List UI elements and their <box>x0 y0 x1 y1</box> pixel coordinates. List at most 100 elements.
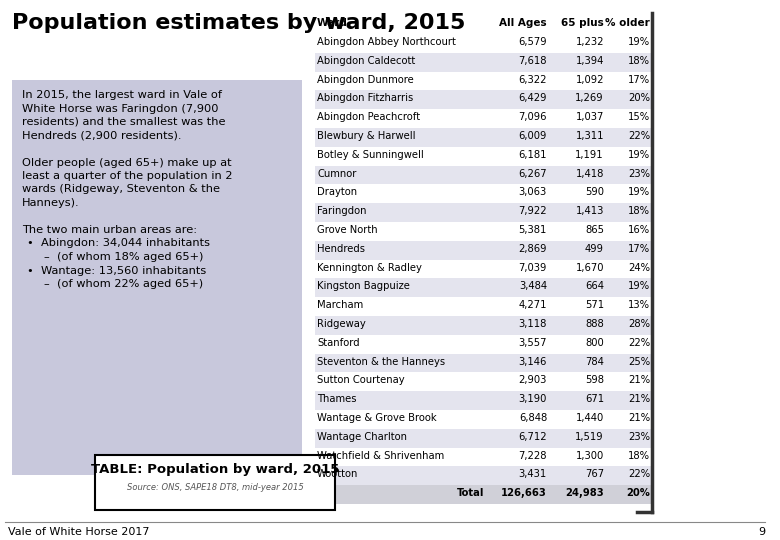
Text: 1,037: 1,037 <box>576 112 604 122</box>
Text: 1,232: 1,232 <box>576 37 604 47</box>
Text: 6,429: 6,429 <box>519 93 547 103</box>
Text: 1,394: 1,394 <box>576 56 604 66</box>
Text: 6,579: 6,579 <box>519 37 547 47</box>
Text: 3,146: 3,146 <box>519 356 547 367</box>
Text: 3,484: 3,484 <box>519 281 547 292</box>
Text: In 2015, the largest ward in Vale of: In 2015, the largest ward in Vale of <box>22 90 222 100</box>
Text: wards (Ridgeway, Steventon & the: wards (Ridgeway, Steventon & the <box>22 185 220 194</box>
Text: 25%: 25% <box>628 356 650 367</box>
Text: 1,519: 1,519 <box>576 432 604 442</box>
Text: •  Abingdon: 34,044 inhabitants: • Abingdon: 34,044 inhabitants <box>27 239 210 248</box>
Text: least a quarter of the population in 2: least a quarter of the population in 2 <box>22 171 232 181</box>
Text: 1,311: 1,311 <box>576 131 604 141</box>
Text: Ridgeway: Ridgeway <box>317 319 366 329</box>
FancyBboxPatch shape <box>315 53 652 72</box>
Text: Cumnor: Cumnor <box>317 168 356 179</box>
Text: Kennington & Radley: Kennington & Radley <box>317 262 422 273</box>
Text: 7,922: 7,922 <box>519 206 547 216</box>
Text: Grove North: Grove North <box>317 225 378 235</box>
Text: 18%: 18% <box>628 206 650 216</box>
FancyBboxPatch shape <box>315 241 652 260</box>
Text: White Horse was Faringdon (7,900: White Horse was Faringdon (7,900 <box>22 104 218 113</box>
Text: % older: % older <box>605 18 650 28</box>
Text: Abingdon Abbey Northcourt: Abingdon Abbey Northcourt <box>317 37 456 47</box>
Text: 671: 671 <box>585 394 604 404</box>
Text: Abingdon Caldecott: Abingdon Caldecott <box>317 56 415 66</box>
Text: 23%: 23% <box>628 432 650 442</box>
Text: Faringdon: Faringdon <box>317 206 367 216</box>
Text: 17%: 17% <box>628 75 650 85</box>
Text: 17%: 17% <box>628 244 650 254</box>
Text: Wantage Charlton: Wantage Charlton <box>317 432 407 442</box>
Text: 24%: 24% <box>628 262 650 273</box>
Text: Total: Total <box>456 488 484 498</box>
Text: 18%: 18% <box>628 450 650 461</box>
FancyBboxPatch shape <box>315 410 652 429</box>
Text: Source: ONS, SAPE18 DT8, mid-year 2015: Source: ONS, SAPE18 DT8, mid-year 2015 <box>126 483 303 492</box>
Text: 7,618: 7,618 <box>519 56 547 66</box>
FancyBboxPatch shape <box>315 147 652 166</box>
FancyBboxPatch shape <box>315 373 652 391</box>
Text: 800: 800 <box>585 338 604 348</box>
Text: 20%: 20% <box>628 93 650 103</box>
Text: 19%: 19% <box>628 37 650 47</box>
Text: residents) and the smallest was the: residents) and the smallest was the <box>22 117 225 127</box>
FancyBboxPatch shape <box>315 166 652 184</box>
FancyBboxPatch shape <box>315 448 652 467</box>
FancyBboxPatch shape <box>315 260 652 279</box>
Text: 6,322: 6,322 <box>519 75 547 85</box>
FancyBboxPatch shape <box>315 354 652 373</box>
Text: •  Wantage: 13,560 inhabitants: • Wantage: 13,560 inhabitants <box>27 266 206 275</box>
Text: 20%: 20% <box>626 488 650 498</box>
Text: TABLE: Population by ward, 2015: TABLE: Population by ward, 2015 <box>90 463 339 476</box>
Text: 1,269: 1,269 <box>576 93 604 103</box>
Text: 7,096: 7,096 <box>519 112 547 122</box>
Text: 3,190: 3,190 <box>519 394 547 404</box>
Text: 1,300: 1,300 <box>576 450 604 461</box>
Text: 590: 590 <box>585 187 604 198</box>
FancyBboxPatch shape <box>315 467 652 485</box>
Text: 6,267: 6,267 <box>519 168 547 179</box>
FancyBboxPatch shape <box>315 184 652 203</box>
Text: Ward: Ward <box>317 18 348 28</box>
Text: 5,381: 5,381 <box>519 225 547 235</box>
Text: Hendreds (2,900 residents).: Hendreds (2,900 residents). <box>22 131 182 140</box>
Text: 22%: 22% <box>628 338 650 348</box>
FancyBboxPatch shape <box>95 455 335 510</box>
Text: 22%: 22% <box>628 469 650 480</box>
Text: 6,848: 6,848 <box>519 413 547 423</box>
Text: Abingdon Fitzharris: Abingdon Fitzharris <box>317 93 413 103</box>
Text: 2,869: 2,869 <box>519 244 547 254</box>
Text: Population estimates by ward, 2015: Population estimates by ward, 2015 <box>12 13 466 33</box>
Text: 16%: 16% <box>628 225 650 235</box>
Text: 1,440: 1,440 <box>576 413 604 423</box>
Text: 9: 9 <box>758 527 765 537</box>
Text: Older people (aged 65+) make up at: Older people (aged 65+) make up at <box>22 158 232 167</box>
Text: 13%: 13% <box>628 300 650 310</box>
Text: Wantage & Grove Brook: Wantage & Grove Brook <box>317 413 437 423</box>
Text: 28%: 28% <box>628 319 650 329</box>
Text: 19%: 19% <box>628 187 650 198</box>
FancyBboxPatch shape <box>315 109 652 128</box>
Text: 3,118: 3,118 <box>519 319 547 329</box>
Text: 598: 598 <box>585 375 604 386</box>
Text: All Ages: All Ages <box>499 18 547 28</box>
Text: –  (of whom 18% aged 65+): – (of whom 18% aged 65+) <box>44 252 204 262</box>
Text: 784: 784 <box>585 356 604 367</box>
FancyBboxPatch shape <box>315 485 652 504</box>
Text: Abingdon Peachcroft: Abingdon Peachcroft <box>317 112 420 122</box>
Text: 7,039: 7,039 <box>519 262 547 273</box>
Text: Blewbury & Harwell: Blewbury & Harwell <box>317 131 416 141</box>
Text: 3,063: 3,063 <box>519 187 547 198</box>
Text: 1,413: 1,413 <box>576 206 604 216</box>
Text: The two main urban areas are:: The two main urban areas are: <box>22 225 197 235</box>
Text: 4,271: 4,271 <box>519 300 547 310</box>
Text: 3,557: 3,557 <box>519 338 547 348</box>
Text: Wootton: Wootton <box>317 469 358 480</box>
FancyBboxPatch shape <box>315 391 652 410</box>
Text: 65 plus: 65 plus <box>562 18 604 28</box>
Text: 21%: 21% <box>628 375 650 386</box>
Text: 1,670: 1,670 <box>576 262 604 273</box>
FancyBboxPatch shape <box>315 34 652 53</box>
Text: 21%: 21% <box>628 394 650 404</box>
